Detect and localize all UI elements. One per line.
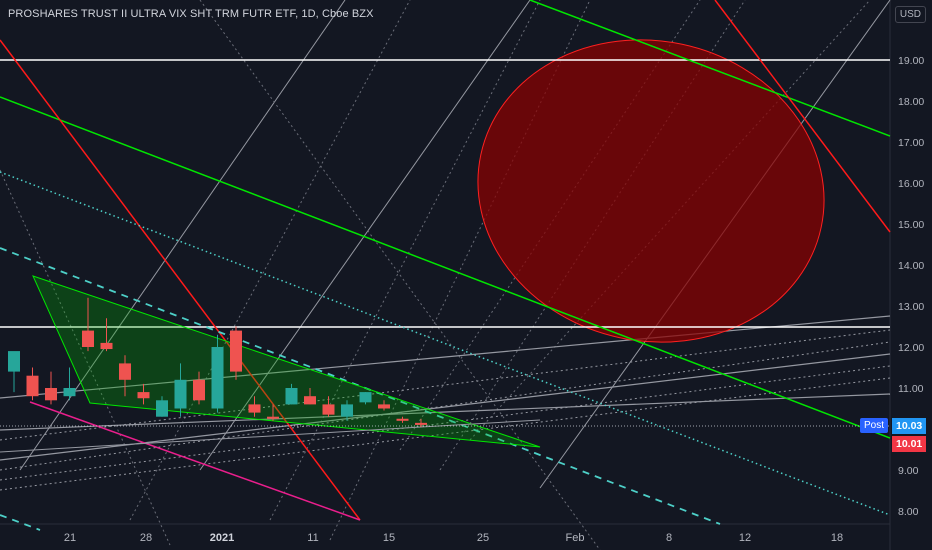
candle-body [248, 404, 261, 413]
candle [156, 396, 168, 417]
candle-body [193, 379, 205, 401]
magenta-trend-line [29, 401, 361, 521]
candle [267, 404, 279, 421]
candle [119, 355, 131, 397]
candle [359, 392, 372, 405]
green-trend-line [0, 96, 891, 439]
price-tick-label: 16.00 [898, 178, 924, 190]
grey-channel-line [0, 393, 891, 431]
grey-channel-line [0, 353, 891, 461]
post-price-label: 10.03 [892, 418, 927, 434]
candle-body [322, 404, 335, 415]
candle [100, 318, 113, 352]
cyan-dotted-line [0, 171, 891, 516]
candle [341, 400, 353, 421]
dotted-diagonal-line [0, 169, 171, 546]
candle-body [137, 392, 150, 399]
candle-body [267, 416, 279, 419]
price-tick-label: 9.00 [898, 465, 919, 477]
drawing-layer [0, 0, 891, 550]
time-tick-label: 8 [666, 532, 672, 544]
last-price-label: 10.01 [892, 436, 927, 452]
time-tick-label: 11 [307, 532, 318, 544]
candle-body [359, 392, 372, 403]
grey-diagonal-line [199, 0, 531, 471]
candle-body [396, 418, 409, 421]
green-triangle-pattern [32, 275, 541, 448]
grey-channel-line [0, 315, 891, 399]
red-trend-line [714, 0, 891, 233]
candle [248, 396, 261, 417]
candle [63, 367, 76, 401]
candle-body [100, 342, 113, 350]
price-tick-label: 13.00 [898, 301, 924, 313]
candle-body [285, 388, 298, 405]
candle-body [304, 396, 316, 405]
candle-body [415, 422, 427, 425]
dotted-diagonal-line [469, 0, 871, 441]
candle-body [82, 330, 94, 347]
candle [396, 416, 409, 423]
price-tick-label: 14.00 [898, 260, 924, 272]
candle-body [156, 400, 168, 417]
post-market-badge: Post [860, 418, 889, 433]
grey-support-line [0, 419, 541, 453]
time-tick-label: 12 [739, 532, 751, 544]
candle-body [45, 388, 57, 401]
red-ellipse-zone [477, 39, 825, 343]
candle-body [119, 363, 131, 380]
candle-body [341, 404, 353, 417]
candle-body [174, 379, 187, 409]
chart-title: PROSHARES TRUST II ULTRA VIX SHT TRM FUT… [8, 8, 374, 20]
candle [82, 297, 94, 352]
price-tick-label: 15.00 [898, 219, 924, 231]
candle-body [230, 330, 242, 372]
candle [211, 334, 224, 413]
candle [415, 418, 427, 427]
candle [378, 400, 390, 411]
dotted-diagonal-line [129, 0, 411, 521]
candle-body [378, 404, 390, 409]
price-tick-label: 19.00 [898, 55, 924, 67]
time-tick-label: 2021 [210, 532, 234, 544]
candle-body [63, 388, 76, 397]
time-axis[interactable]: 21 28 2021 11 15 25 Feb 8 12 18 [64, 532, 843, 544]
price-tick-label: 11.00 [898, 383, 924, 395]
time-tick-label: 18 [831, 532, 843, 544]
cyan-dashed-line [0, 247, 721, 525]
candle [174, 363, 187, 417]
time-tick-label: 25 [477, 532, 489, 544]
candle [230, 326, 242, 380]
candle [285, 383, 298, 405]
candle-body [8, 351, 20, 372]
time-tick-label: Feb [566, 532, 585, 544]
price-tick-label: 18.00 [898, 96, 924, 108]
candle [304, 388, 316, 405]
price-tick-label: 17.00 [898, 137, 924, 149]
time-tick-label: 28 [140, 532, 152, 544]
candle [322, 396, 335, 417]
candle [193, 371, 205, 405]
candle [45, 371, 57, 405]
currency-button[interactable]: USD [894, 6, 926, 23]
red-trend-line [0, 39, 361, 521]
candle-body [26, 375, 39, 397]
price-tick-label: 12.00 [898, 342, 924, 354]
time-tick-label: 21 [64, 532, 76, 544]
cyan-dashed-line [0, 514, 41, 531]
candle [8, 351, 20, 393]
candle-body [211, 347, 224, 409]
price-tick-label: 8.00 [898, 506, 919, 518]
candle [137, 383, 150, 405]
time-tick-label: 15 [383, 532, 395, 544]
candles-layer [8, 297, 427, 427]
candle [26, 367, 39, 401]
green-trend-line [529, 0, 891, 137]
dotted-diagonal-line [199, 0, 601, 550]
